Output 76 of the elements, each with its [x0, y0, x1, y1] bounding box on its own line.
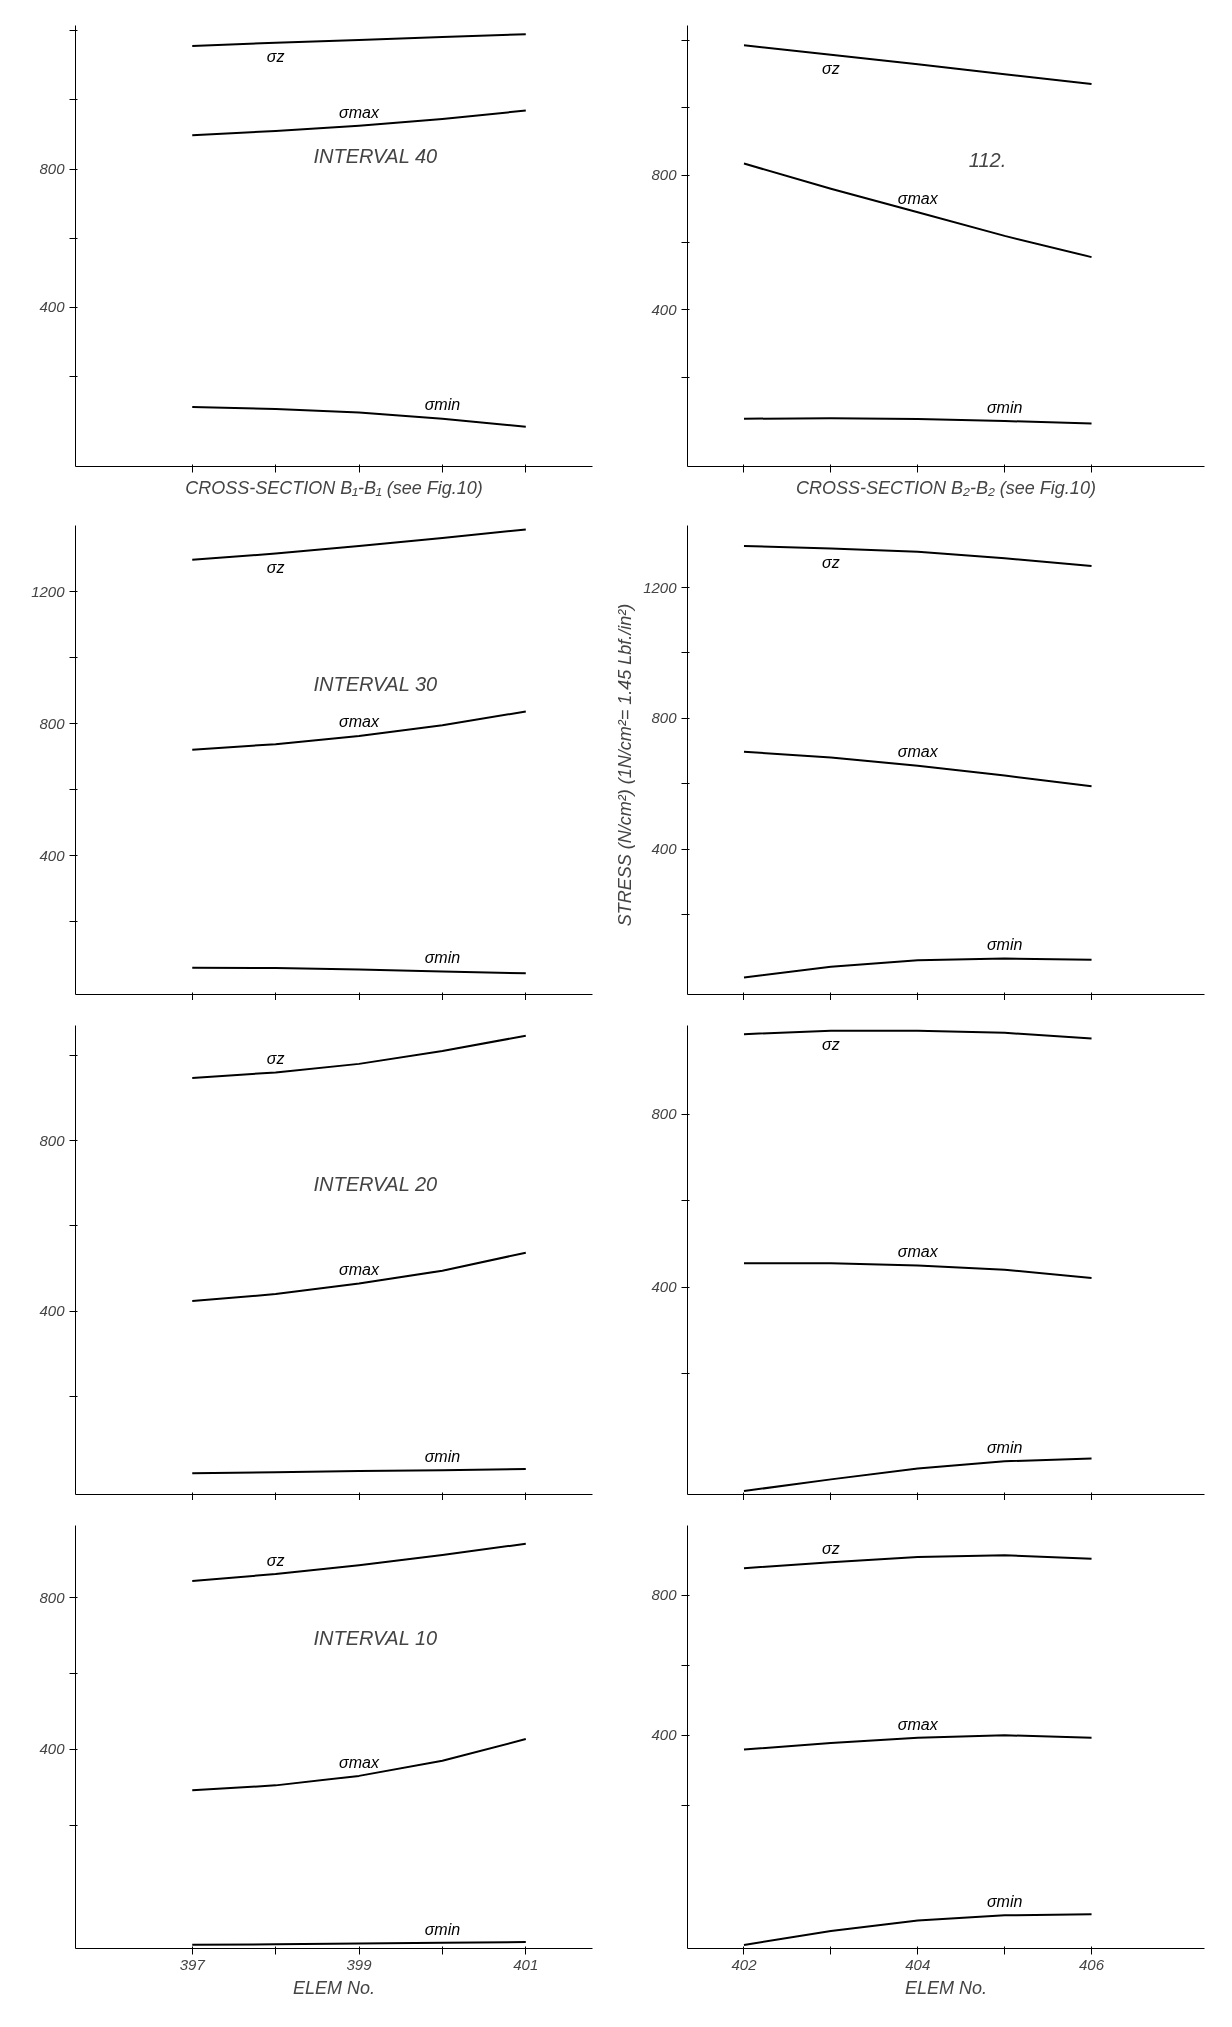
y-tick-label: 400 — [39, 298, 66, 316]
line-series — [742, 545, 1093, 568]
series-label: σz — [266, 559, 285, 577]
y-tick-label: 400 — [39, 1302, 66, 1320]
line-series — [742, 1262, 1093, 1279]
annotation: 112. — [968, 148, 1007, 171]
line-series — [742, 1554, 1093, 1570]
x-tick-label: 397 — [179, 1955, 206, 1973]
y-tick-label: 400 — [651, 840, 678, 858]
y-tick-label: 800 — [651, 1105, 678, 1123]
line-series — [742, 1734, 1093, 1751]
annotation: INTERVAL 30 — [313, 672, 438, 695]
y-tick-label: 400 — [39, 846, 66, 864]
x-tick-label: 402 — [731, 1955, 758, 1973]
y-tick-label: 400 — [651, 1726, 678, 1744]
y-tick-label: 1200 — [643, 578, 678, 596]
line-series — [742, 957, 1093, 979]
series-label: σmax — [897, 190, 939, 208]
line-series — [191, 1738, 527, 1792]
line-series — [191, 109, 527, 137]
annotation: INTERVAL 20 — [313, 1172, 438, 1195]
series-label: σmax — [897, 743, 939, 761]
y-tick-label: 800 — [651, 709, 678, 727]
x-tick-label: 399 — [346, 1955, 373, 1973]
annotation: INTERVAL 40 — [313, 144, 438, 167]
series-label: σz — [266, 1049, 285, 1067]
x-tick-label: 401 — [513, 1955, 539, 1973]
y-tick-label: 800 — [39, 1131, 66, 1149]
series-label: σmax — [897, 1242, 939, 1260]
x-axis-title: CROSS-SECTION B₁-B₁ (see Fig.10) — [185, 477, 483, 498]
x-axis-title: ELEM No. — [904, 1977, 988, 1998]
series-label: σz — [822, 1036, 840, 1054]
series-label: σmin — [986, 935, 1023, 953]
x-tick-label: 406 — [1079, 1955, 1105, 1973]
series-label: σz — [822, 554, 840, 572]
annotation: INTERVAL 10 — [313, 1626, 438, 1649]
series-label: σz — [822, 60, 840, 78]
series-label: σmax — [339, 1260, 380, 1278]
x-axis-title: CROSS-SECTION B₂-B₂ (see Fig.10) — [796, 477, 1096, 498]
y-tick-label: 1200 — [31, 582, 66, 600]
line-series — [191, 710, 527, 751]
series-label: σmin — [986, 1438, 1023, 1456]
line-series — [191, 1251, 527, 1302]
series-label: σmax — [339, 103, 380, 121]
line-series — [191, 33, 527, 47]
series-label: σz — [266, 48, 285, 66]
series-label: σz — [266, 1551, 285, 1569]
line-series — [742, 1457, 1093, 1493]
y-tick-label: 800 — [651, 166, 678, 184]
y-tick-label: 400 — [651, 300, 678, 318]
y-tick-label: 800 — [39, 1588, 66, 1606]
series-label: σmin — [986, 398, 1023, 416]
y-tick-label: 800 — [39, 714, 66, 732]
line-series — [742, 1913, 1093, 1946]
y-axis-title: STRESS (N/cm²) (1N/cm²= 1.45 Lbf./in²) — [615, 603, 636, 927]
y-tick-label: 400 — [651, 1278, 678, 1296]
line-series — [742, 750, 1093, 788]
line-series — [742, 1029, 1093, 1040]
series-label: σmin — [424, 1920, 461, 1938]
series-label: σmax — [897, 1715, 939, 1733]
series-label: σmin — [424, 948, 461, 966]
series-label: σmax — [339, 1753, 380, 1771]
series-label: σmin — [424, 396, 461, 414]
y-tick-label: 800 — [651, 1586, 678, 1604]
line-series — [742, 44, 1093, 86]
line-series — [191, 528, 527, 561]
line-series — [191, 1542, 527, 1582]
x-tick-label: 404 — [905, 1955, 931, 1973]
y-tick-label: 800 — [39, 160, 66, 178]
y-tick-label: 400 — [39, 1740, 66, 1758]
series-label: σmin — [424, 1447, 461, 1465]
series-label: σmin — [986, 1893, 1023, 1911]
series-label: σmax — [339, 713, 380, 731]
line-series — [191, 1034, 527, 1079]
x-axis-title: ELEM No. — [292, 1977, 376, 1998]
series-label: σz — [822, 1540, 840, 1558]
